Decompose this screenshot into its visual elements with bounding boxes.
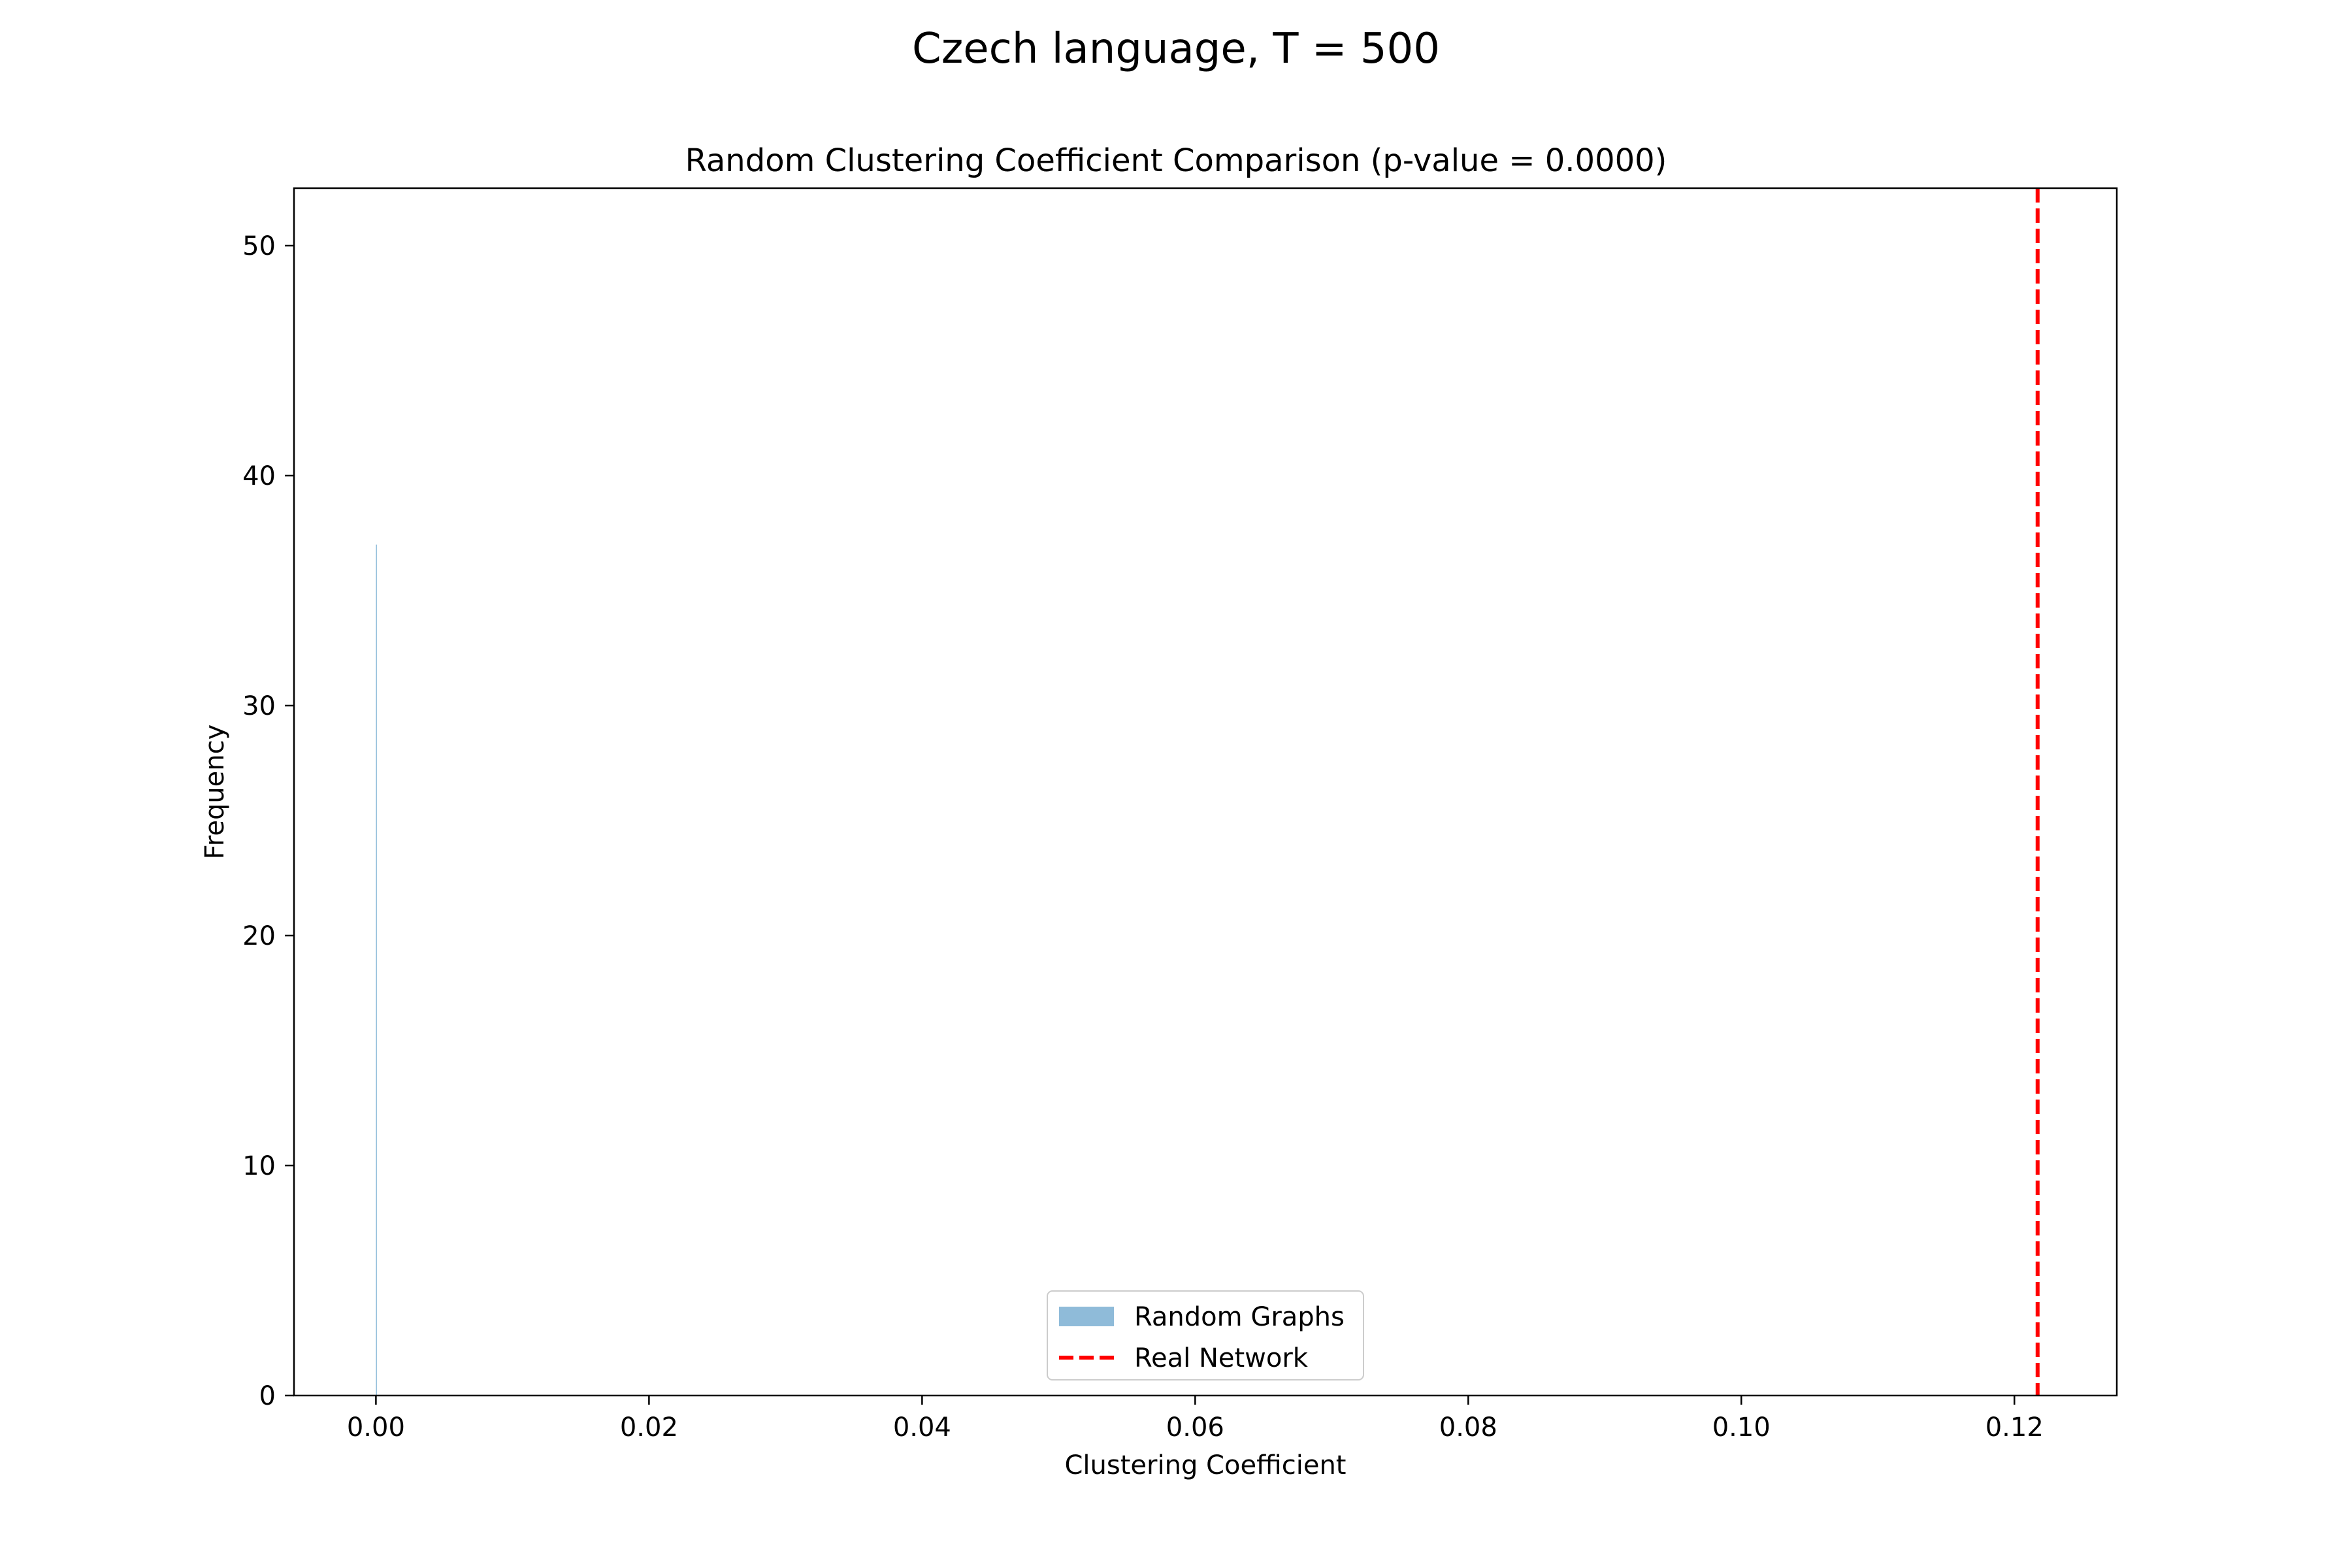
- y-tick-label: 50: [242, 231, 276, 261]
- chart-title: Random Clustering Coefficient Comparison…: [685, 142, 1667, 179]
- legend-box: [1047, 1290, 1364, 1380]
- y-tick-label: 0: [259, 1381, 276, 1411]
- x-tick-label: 0.04: [893, 1413, 951, 1443]
- y-tick-label: 40: [242, 461, 276, 491]
- y-axis-ticks: 0 10 20 30 40 50: [242, 231, 294, 1411]
- x-tick-label: 0.00: [347, 1413, 405, 1443]
- plot-area: [376, 188, 2040, 1396]
- x-tick-label: 0.02: [620, 1413, 678, 1443]
- y-tick-label: 20: [242, 921, 276, 951]
- y-tick-label: 30: [242, 691, 276, 721]
- legend-patch-random-graphs: [1059, 1307, 1114, 1326]
- x-tick-label: 0.12: [1985, 1413, 2044, 1443]
- legend-label-random-graphs: Random Graphs: [1134, 1302, 1345, 1332]
- x-tick-label: 0.08: [1439, 1413, 1497, 1443]
- axes-frame: [293, 187, 2118, 1397]
- legend-label-real-network: Real Network: [1134, 1343, 1309, 1373]
- figure-suptitle: Czech language, T = 500: [912, 25, 1440, 73]
- legend: Random Graphs Real Network: [1047, 1290, 1364, 1380]
- y-tick-label: 10: [242, 1151, 276, 1181]
- x-axis-ticks: 0.00 0.02 0.04 0.06 0.08 0.10 0.12: [347, 1396, 2044, 1443]
- x-axis-label: Clustering Coefficient: [1065, 1450, 1347, 1480]
- histogram-bar: [376, 544, 377, 1396]
- x-tick-label: 0.06: [1166, 1413, 1224, 1443]
- x-tick-label: 0.10: [1712, 1413, 1771, 1443]
- y-axis-label: Frequency: [200, 725, 230, 860]
